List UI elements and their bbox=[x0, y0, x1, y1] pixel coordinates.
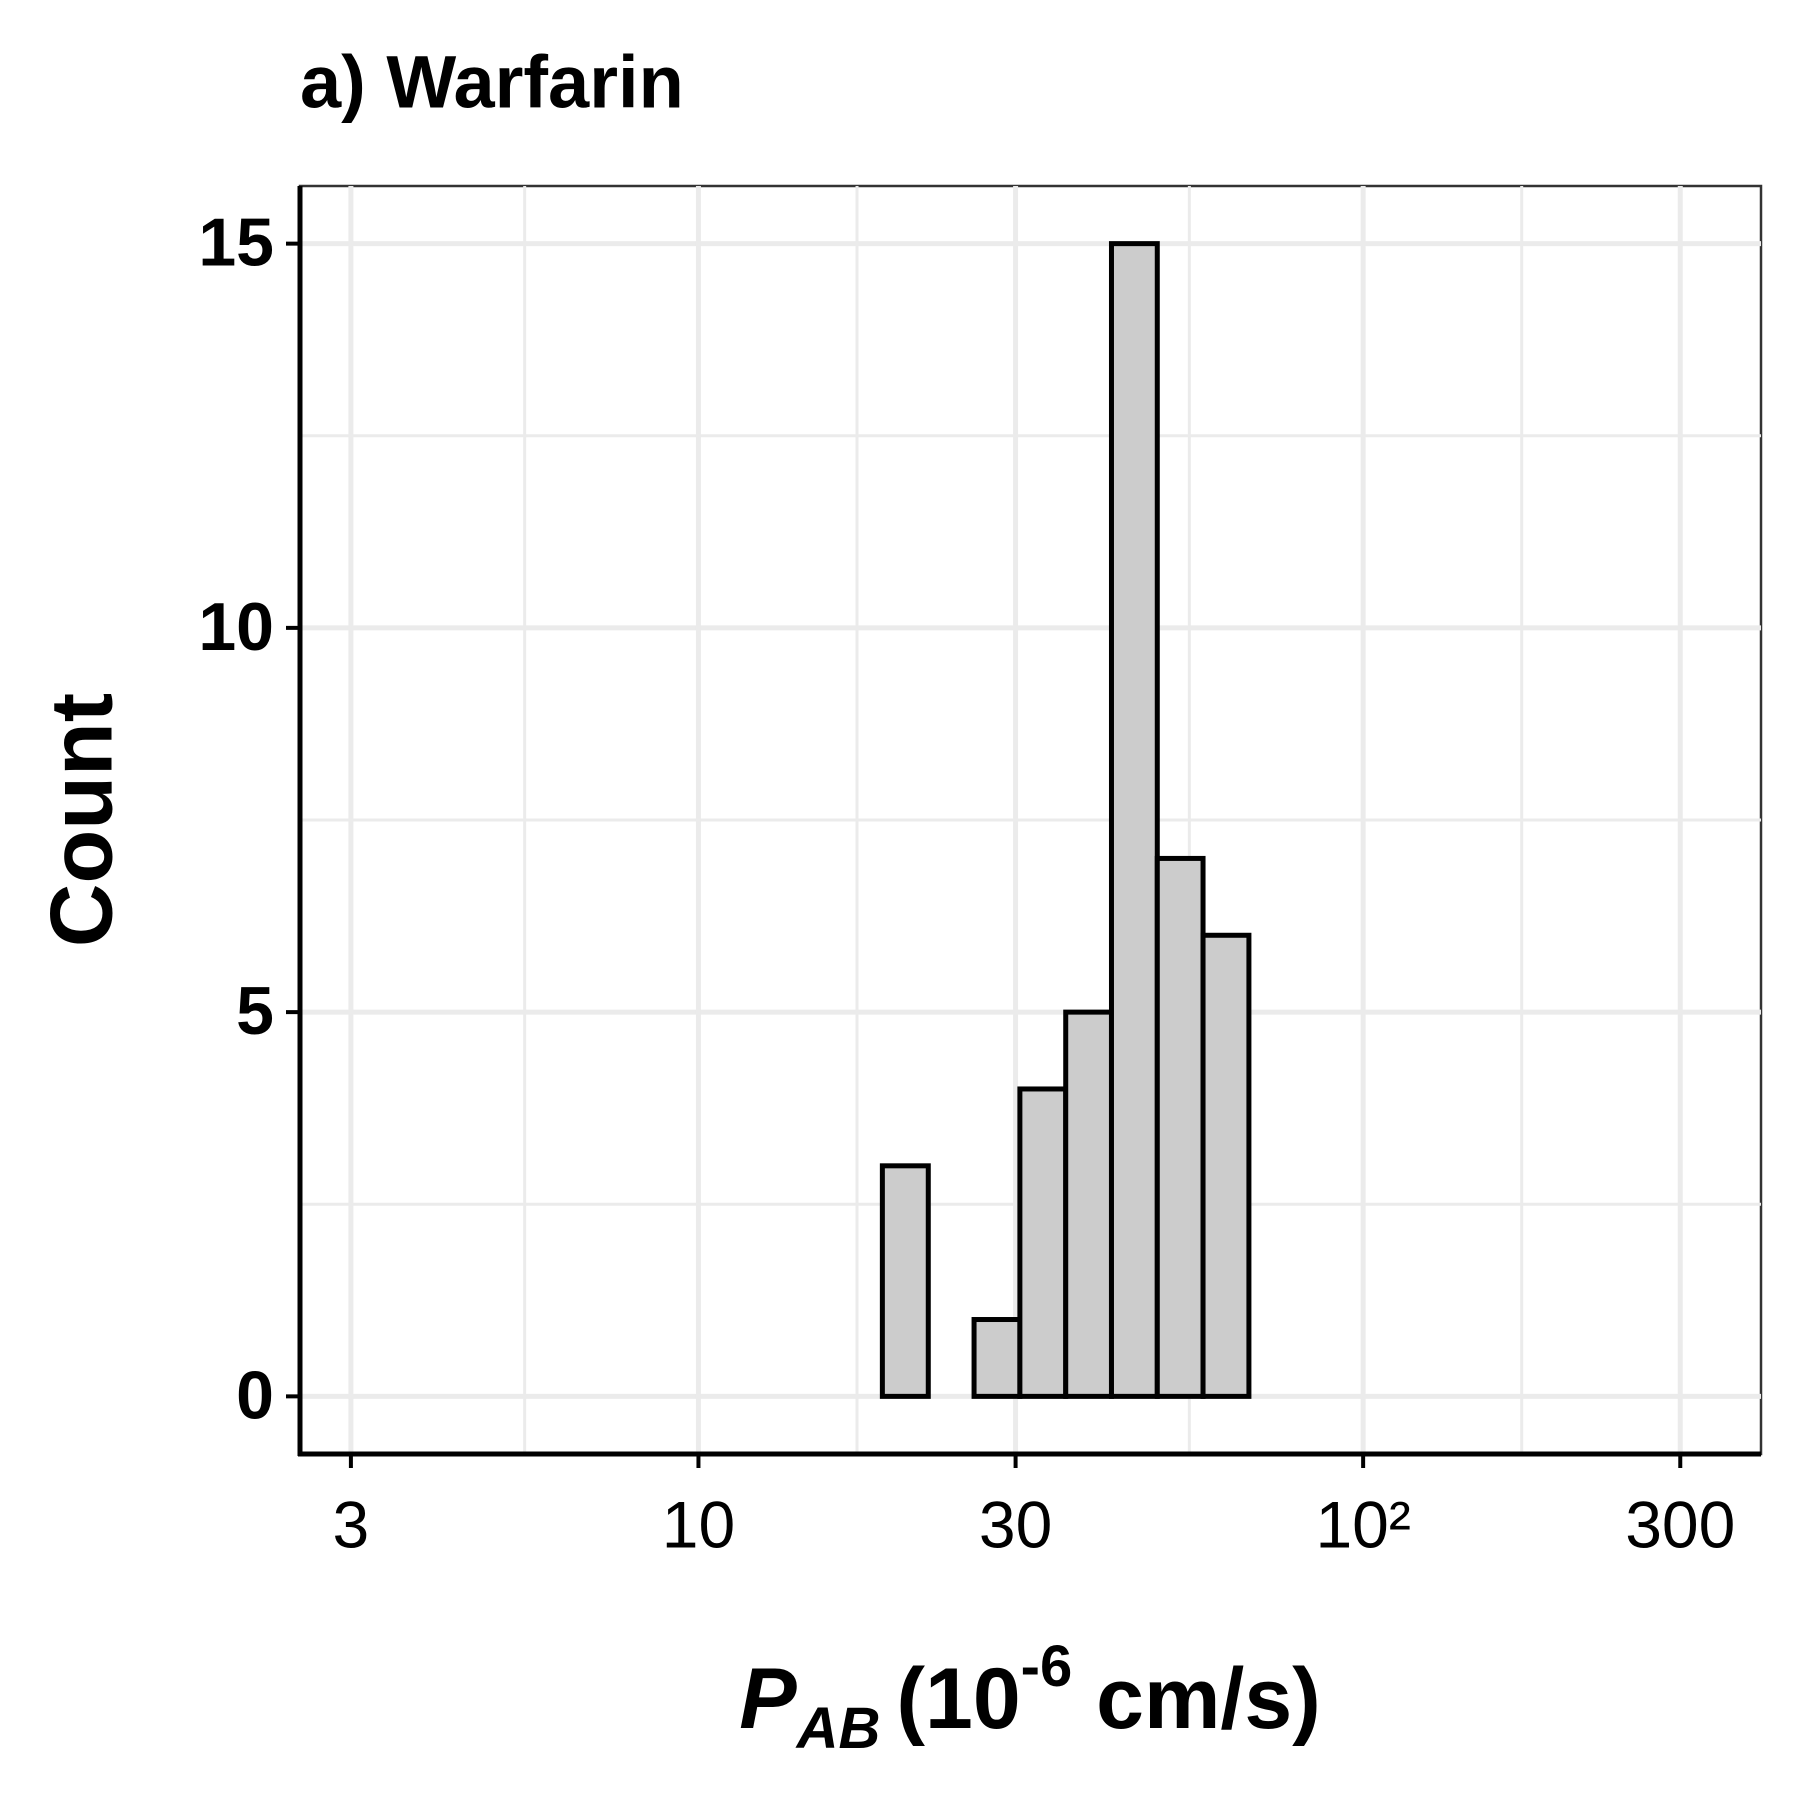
y-axis-title: Count bbox=[31, 693, 130, 947]
y-tick-label: 0 bbox=[236, 1357, 274, 1433]
x-tick-label: 300 bbox=[1625, 1487, 1735, 1561]
bar bbox=[879, 1163, 931, 1399]
x-tick-label: 10² bbox=[1315, 1487, 1410, 1561]
bar bbox=[971, 1317, 1023, 1399]
x-axis-title: PAB (10-6 cm/s) bbox=[739, 1634, 1321, 1761]
bar bbox=[1154, 855, 1206, 1399]
x-tick-label: 30 bbox=[979, 1487, 1052, 1561]
bar bbox=[1200, 932, 1252, 1399]
chart-title: a) Warfarin bbox=[300, 41, 684, 124]
x-axis-prefix: (10 bbox=[896, 1651, 1020, 1747]
x-axis-suffix: cm/s) bbox=[1072, 1651, 1321, 1747]
x-tick-label: 3 bbox=[333, 1487, 370, 1561]
x-axis-symbol: P bbox=[739, 1651, 797, 1747]
bar bbox=[1108, 241, 1160, 1399]
x-axis-subscript: AB bbox=[795, 1696, 881, 1761]
y-tick-label: 10 bbox=[198, 589, 274, 665]
bar bbox=[1017, 1086, 1069, 1399]
x-tick-label: 10 bbox=[662, 1487, 735, 1561]
bar bbox=[1063, 1009, 1114, 1399]
x-axis-exponent: -6 bbox=[1021, 1634, 1073, 1699]
y-tick-label: 15 bbox=[198, 205, 274, 281]
y-tick-label: 5 bbox=[236, 973, 274, 1049]
